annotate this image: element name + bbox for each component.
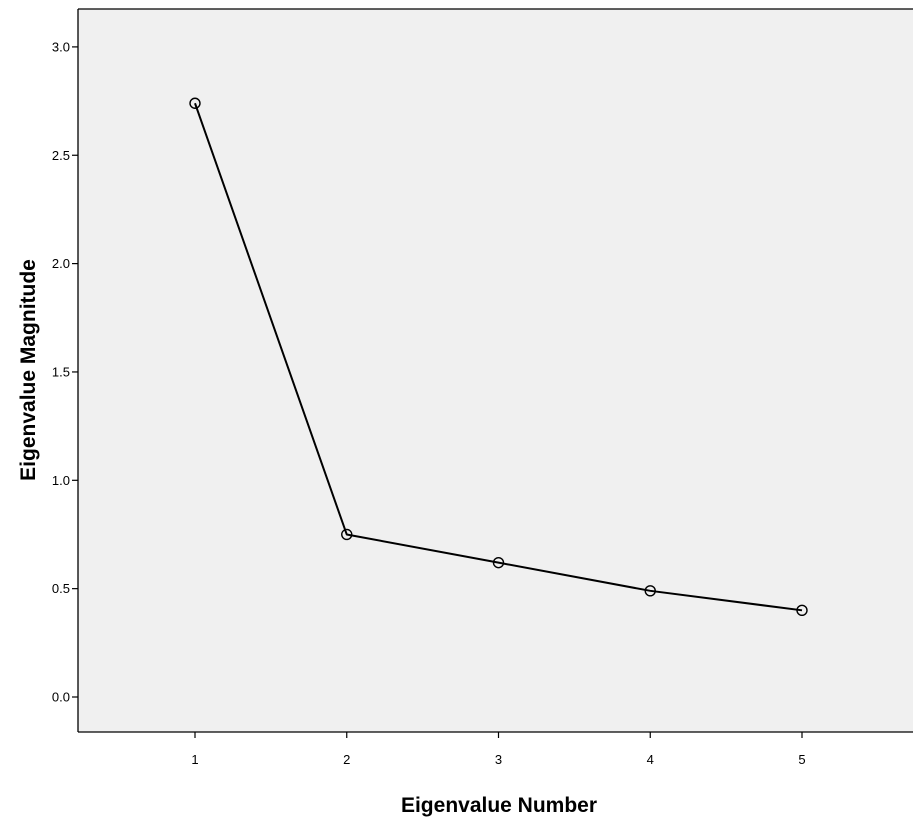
x-axis-title: Eigenvalue Number xyxy=(401,794,597,817)
x-tick-label: 5 xyxy=(798,752,805,767)
data-point xyxy=(492,556,505,569)
x-tick-label: 1 xyxy=(191,752,198,767)
y-tick-label: 0.0 xyxy=(52,690,70,705)
data-point xyxy=(341,528,353,541)
x-tick-label: 2 xyxy=(343,752,350,767)
data-point xyxy=(189,97,201,109)
y-tick-label: 1.5 xyxy=(52,364,70,379)
plot-area xyxy=(78,9,913,732)
y-tick-label: 1.0 xyxy=(52,473,70,488)
x-tick-label: 3 xyxy=(495,752,502,767)
y-axis-title: Eigenvalue Magnitude xyxy=(17,259,40,481)
y-tick-label: 0.5 xyxy=(52,581,70,596)
y-tick-label: 3.0 xyxy=(52,39,70,54)
y-tick-label: 2.5 xyxy=(52,148,70,163)
series-group xyxy=(189,97,808,617)
y-axis-ticks: 0.0 0.5 1.0 1.5 2.0 2.5 3.0 xyxy=(52,39,78,705)
y-tick-label: 2.0 xyxy=(52,256,70,271)
x-axis-ticks: 1 2 3 4 5 xyxy=(191,732,806,767)
series-line xyxy=(194,102,803,612)
x-tick-label: 4 xyxy=(647,752,654,767)
data-point xyxy=(796,604,808,617)
data-point xyxy=(644,585,656,597)
